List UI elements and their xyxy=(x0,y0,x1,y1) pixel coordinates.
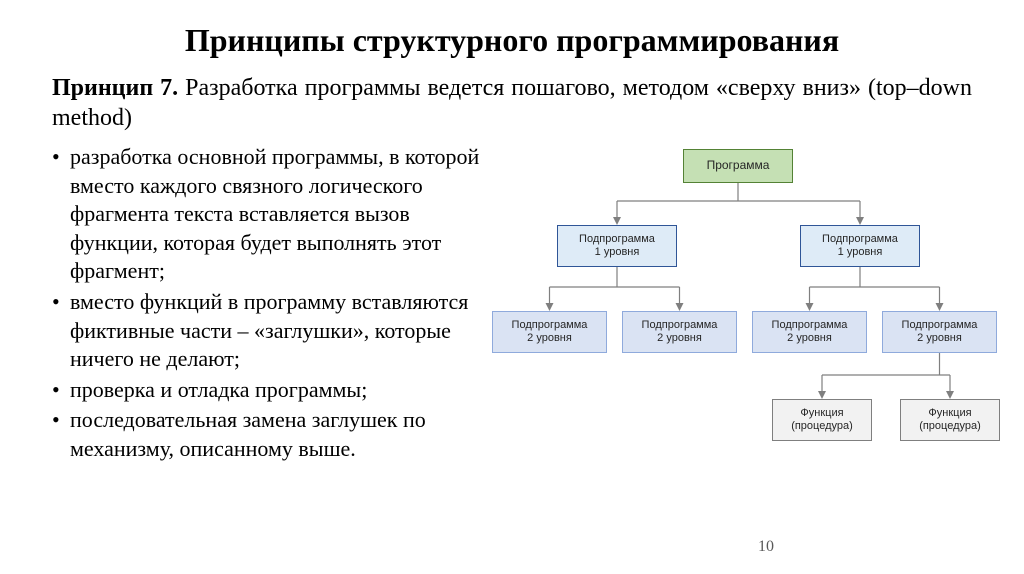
subtitle-rest: Разработка программы ведется пошагово, м… xyxy=(52,75,972,131)
list-item: разработка основной программы, в которой… xyxy=(52,143,482,286)
diagram-node: Подпрограмма1 уровня xyxy=(800,225,920,267)
diagram-node: Подпрограмма1 уровня xyxy=(557,225,677,267)
hierarchy-diagram: Программа Подпрограмма1 уровня Подпрограмм… xyxy=(482,143,984,513)
list-item: проверка и отладка программы; xyxy=(52,376,482,405)
diagram-node: Функция(процедура) xyxy=(772,399,872,441)
subtitle-bold: Принцип 7. xyxy=(52,75,178,101)
principle-subtitle: Принцип 7. Разработка программы ведется … xyxy=(40,73,984,133)
diagram-node: Программа xyxy=(683,149,793,183)
page-number: 10 xyxy=(758,538,774,556)
diagram-node: Подпрограмма2 уровня xyxy=(622,311,737,353)
list-item: вместо функций в программу вставляются ф… xyxy=(52,288,482,374)
page-title: Принципы структурного программирования xyxy=(40,22,984,59)
list-item: последовательная замена заглушек по меха… xyxy=(52,406,482,463)
diagram-node: Функция(процедура) xyxy=(900,399,1000,441)
diagram-node: Подпрограмма2 уровня xyxy=(752,311,867,353)
diagram-node: Подпрограмма2 уровня xyxy=(882,311,997,353)
bullet-list: разработка основной программы, в которой… xyxy=(52,143,482,466)
diagram-node: Подпрограмма2 уровня xyxy=(492,311,607,353)
